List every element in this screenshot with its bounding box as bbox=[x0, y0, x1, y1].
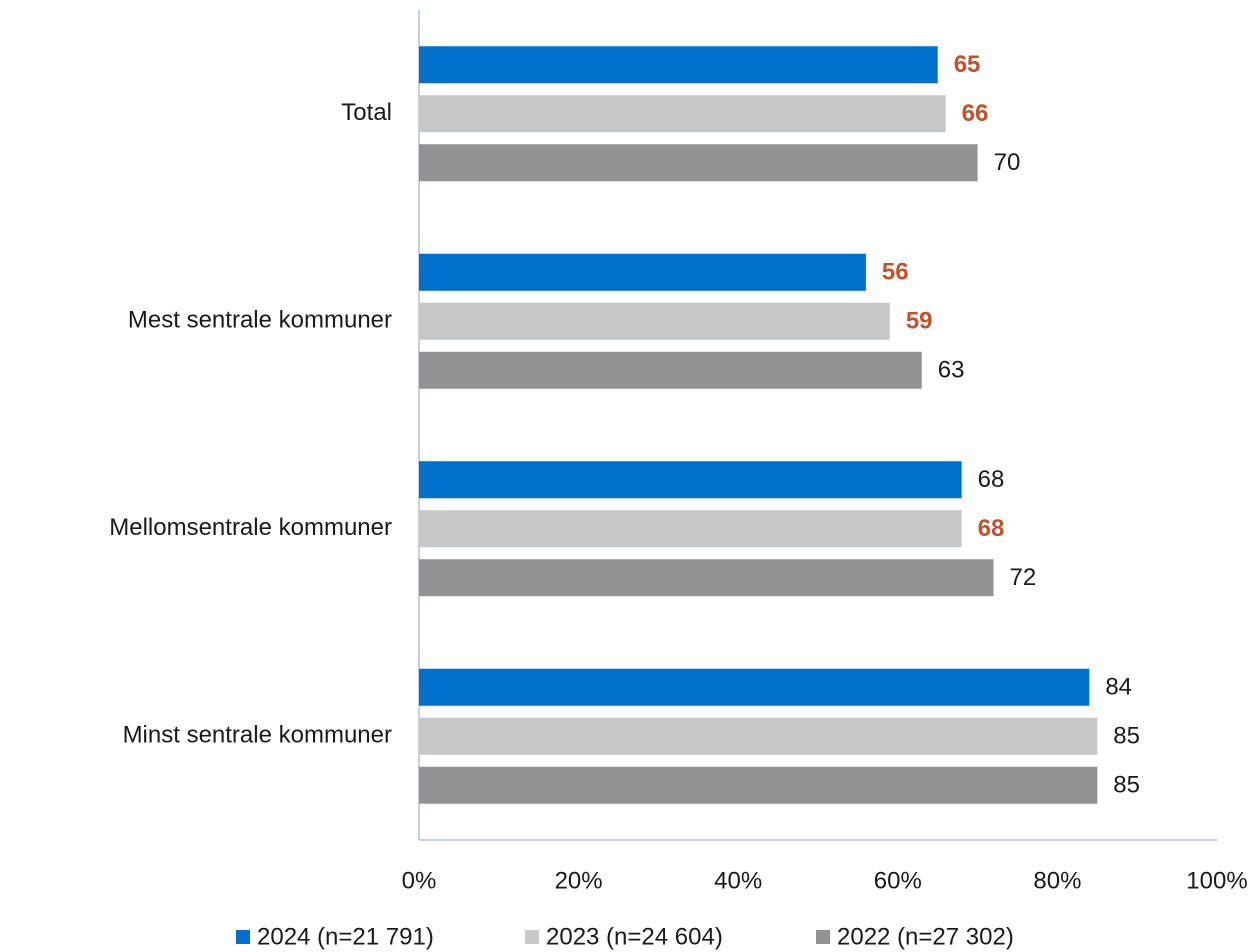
legend-label: 2022 (n=27 302) bbox=[837, 923, 1014, 950]
x-tick-label: 0% bbox=[402, 867, 437, 894]
data-label: 56 bbox=[882, 259, 909, 286]
x-tick-label: 20% bbox=[555, 867, 603, 894]
legend-label: 2024 (n=21 791) bbox=[257, 923, 434, 950]
data-label: 72 bbox=[1010, 564, 1037, 591]
data-label: 85 bbox=[1113, 723, 1140, 750]
bar bbox=[419, 302, 890, 340]
data-label: 84 bbox=[1105, 674, 1132, 701]
category-label: Mest sentrale kommuner bbox=[128, 307, 392, 334]
data-label: 68 bbox=[978, 515, 1005, 542]
bar bbox=[419, 668, 1090, 706]
data-label: 65 bbox=[954, 51, 981, 78]
bar bbox=[419, 144, 978, 182]
legend-swatch bbox=[236, 930, 250, 944]
bar bbox=[419, 559, 994, 597]
x-tick-label: 100% bbox=[1186, 867, 1247, 894]
bar bbox=[419, 253, 866, 291]
x-tick-label: 40% bbox=[714, 867, 762, 894]
data-label: 66 bbox=[962, 100, 989, 127]
data-label: 85 bbox=[1113, 772, 1140, 799]
bar bbox=[419, 351, 922, 389]
x-tick-label: 80% bbox=[1033, 867, 1081, 894]
bar bbox=[419, 46, 938, 84]
x-tick-label: 60% bbox=[874, 867, 922, 894]
bar bbox=[419, 95, 946, 133]
legend-swatch bbox=[816, 930, 830, 944]
bar bbox=[419, 717, 1098, 755]
data-label: 70 bbox=[994, 149, 1021, 176]
category-label: Mellomsentrale kommuner bbox=[109, 514, 392, 541]
category-label: Total bbox=[341, 99, 392, 126]
legend-label: 2023 (n=24 604) bbox=[546, 923, 723, 950]
legend-swatch bbox=[525, 930, 539, 944]
bar bbox=[419, 766, 1098, 804]
bar bbox=[419, 510, 962, 548]
data-label: 59 bbox=[906, 308, 933, 335]
data-label: 63 bbox=[938, 357, 965, 384]
data-label: 68 bbox=[978, 466, 1005, 493]
bar bbox=[419, 461, 962, 499]
category-label: Minst sentrale kommuner bbox=[123, 722, 392, 749]
